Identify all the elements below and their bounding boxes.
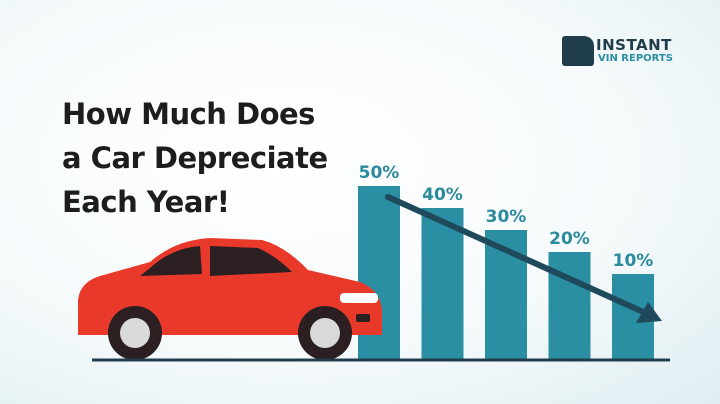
title-line-2: a Car Depreciate [62, 141, 328, 175]
bar-40 [421, 208, 464, 360]
trend-arrow [385, 194, 662, 323]
page-title: How Much Does a Car Depreciate Each Year… [62, 92, 328, 224]
logo-car-icon [562, 36, 594, 66]
data-label: 30% [486, 207, 527, 227]
title-line-3: Each Year! [62, 185, 230, 219]
bar-20 [548, 252, 591, 360]
data-label: 20% [549, 229, 590, 249]
data-label: 50% [359, 163, 400, 183]
logo-line-2: VIN REPORTS [598, 53, 673, 64]
logo: INSTANT VIN REPORTS [562, 36, 692, 70]
logo-line-1: INSTANT [596, 36, 672, 54]
data-label: 10% [613, 251, 654, 271]
title-line-1: How Much Does [62, 97, 315, 131]
car-illustration [78, 238, 382, 360]
data-label: 40% [422, 185, 463, 205]
